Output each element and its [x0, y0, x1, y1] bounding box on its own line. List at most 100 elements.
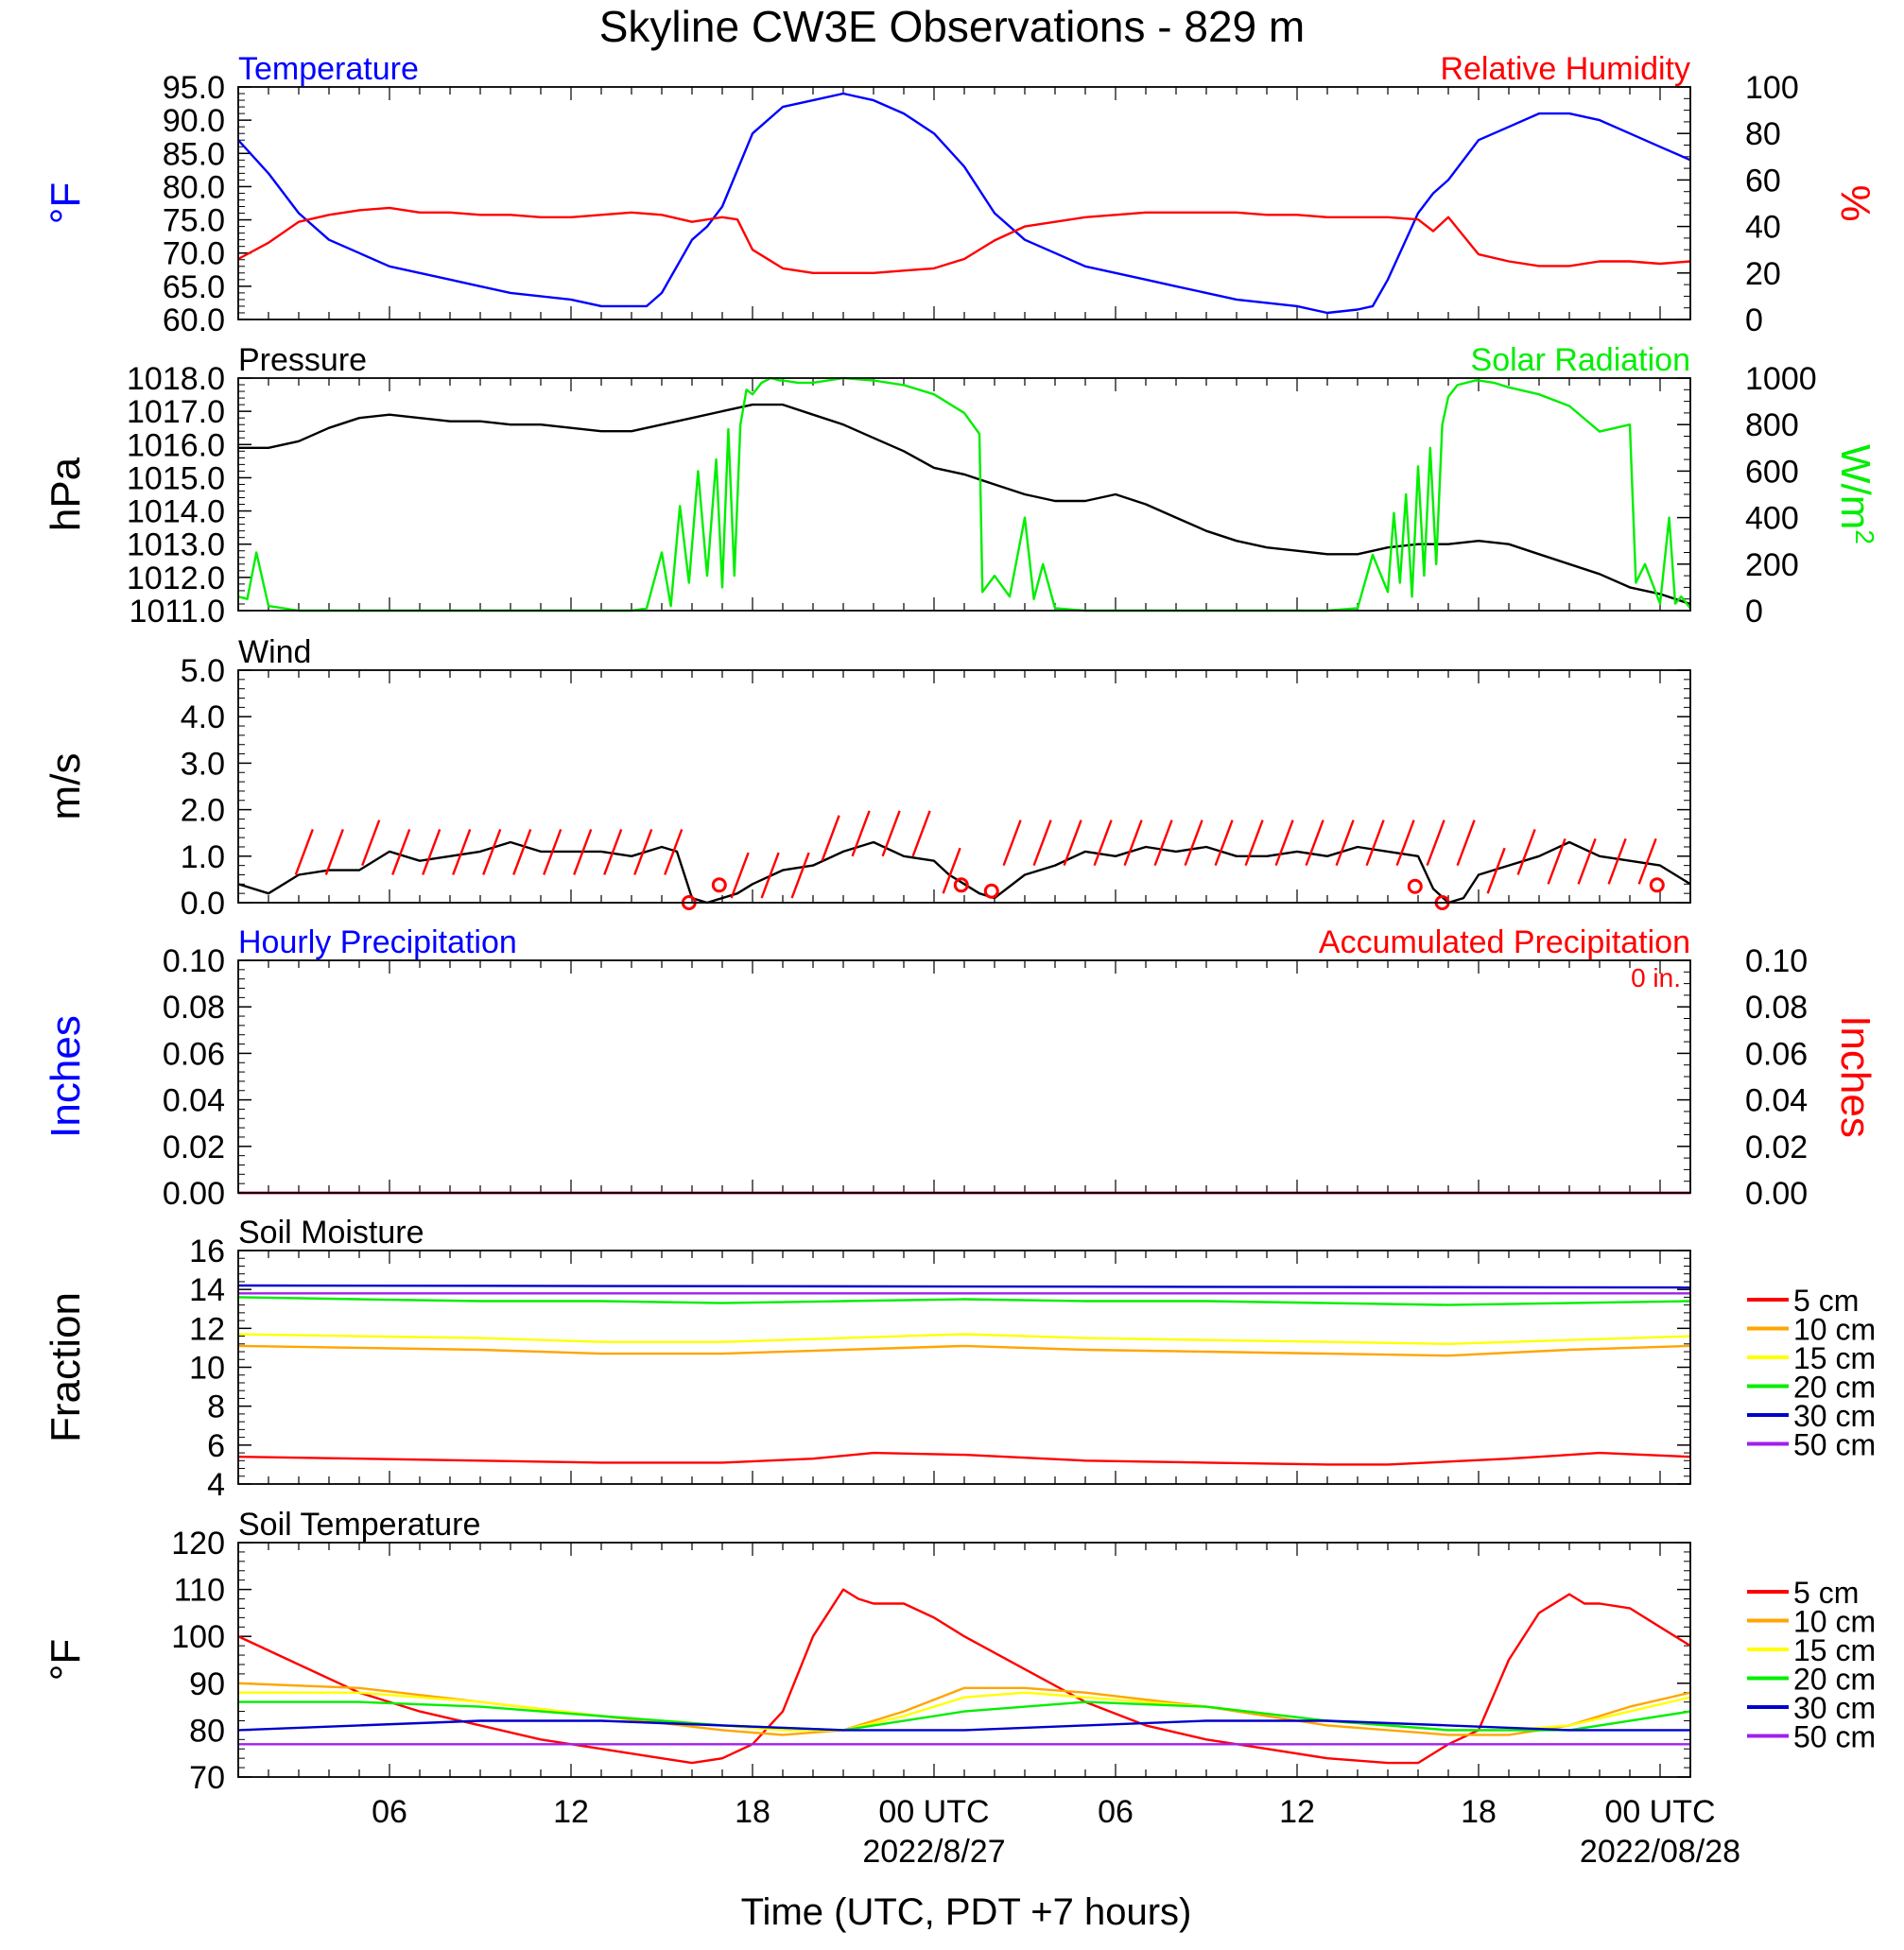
- wind-barb: [1093, 820, 1113, 867]
- y-tick-label-left: 0.02: [163, 1130, 225, 1165]
- y-tick-label-right: 40: [1745, 210, 1781, 246]
- y-tick-label-left: 5.0: [181, 653, 225, 689]
- y-tick-label-left: 4: [207, 1467, 225, 1503]
- panel-frame: [237, 1250, 1691, 1485]
- legend-label: 50 cm: [1793, 1720, 1876, 1754]
- wind-barb: [942, 847, 961, 894]
- y-tick-label-right: 0.04: [1745, 1083, 1808, 1119]
- panel-title-right: Solar Radiation: [1471, 342, 1690, 378]
- panel-frame: [237, 669, 1691, 904]
- y-axis-label-left: hPa: [43, 457, 89, 531]
- x-tick-label: 12: [553, 1794, 589, 1830]
- wind-barb: [1305, 820, 1324, 867]
- x-axis-label: Time (UTC, PDT +7 hours): [741, 1891, 1192, 1933]
- figure-title: Skyline CW3E Observations - 829 m: [599, 2, 1306, 51]
- y-tick-label-right: 20: [1745, 256, 1781, 292]
- y-tick-label-left: 70: [189, 1760, 225, 1796]
- y-tick-label-right: 0: [1745, 302, 1763, 338]
- y-tick-label-left: 4.0: [181, 699, 225, 735]
- series-line-wind: [237, 840, 1691, 905]
- series-line-30-cm: [237, 1719, 1690, 1732]
- legend-label: 20 cm: [1793, 1663, 1876, 1697]
- x-tick-marks: [237, 670, 1691, 903]
- wind-barb: [573, 829, 593, 875]
- y-tick-label-left: 0.0: [181, 886, 225, 922]
- y-tick-label-right: 0.06: [1745, 1036, 1808, 1072]
- y-tick-label-right: 60: [1745, 163, 1781, 198]
- wind-barb: [422, 829, 441, 875]
- x-tick-marks: [237, 960, 1691, 1193]
- y-tick-label-left: 100: [171, 1619, 225, 1655]
- y-tick-label-right: 400: [1745, 501, 1799, 537]
- series-line-15-cm: [237, 1333, 1691, 1346]
- wind-barb: [482, 829, 502, 875]
- legend-label: 15 cm: [1793, 1633, 1876, 1667]
- y-axis-label-right: %: [1832, 184, 1878, 221]
- pressure-solar-panel: 1011.01012.01013.01014.01015.01016.01017…: [43, 342, 1880, 630]
- temperature-humidity-panel: 60.065.070.075.080.085.090.095.0 0 20 40 60 8…: [43, 51, 1878, 338]
- wind-barb: [1426, 820, 1445, 867]
- x-tick-label: 00 UTC: [1604, 1794, 1715, 1830]
- series-line-relative-humidity: [237, 206, 1691, 274]
- y-tick-label-left: 110: [174, 1573, 225, 1609]
- y-tick-label-left: 1017.0: [127, 394, 225, 430]
- x-tick-marks: [237, 1543, 1691, 1777]
- y-tick-label-left: 90: [189, 1666, 225, 1702]
- y-axis-label-left: Fraction: [43, 1292, 89, 1442]
- wind-barb: [512, 829, 532, 875]
- y-tick-label-left: 1012.0: [127, 561, 225, 596]
- y-tick-label-right: 800: [1745, 407, 1799, 443]
- y-tick-label-left: 1018.0: [127, 361, 225, 397]
- wind-barb: [1063, 820, 1082, 867]
- legend-label: 5 cm: [1793, 1576, 1859, 1610]
- series-line-10-cm: [237, 1344, 1691, 1357]
- wind-barb: [1123, 820, 1143, 867]
- y-tick-label-right: 0: [1745, 594, 1763, 630]
- panel-frame: [237, 86, 1691, 320]
- y-tick-label-left: 1014.0: [127, 494, 225, 530]
- wind-barb: [790, 852, 810, 899]
- wind-barb: [361, 820, 381, 867]
- wind-barb: [1002, 820, 1022, 867]
- panel-frame: [237, 377, 1691, 612]
- y-tick-label-right: 200: [1745, 547, 1799, 583]
- y-tick-label-left: 0.06: [163, 1036, 225, 1072]
- legend-label: 30 cm: [1793, 1691, 1876, 1725]
- y-tick-label-right: 100: [1745, 70, 1799, 106]
- y-tick-label-left: 85.0: [163, 136, 225, 172]
- y-tick-label-right: 0.02: [1745, 1130, 1808, 1165]
- calm-wind-marker: [983, 883, 999, 899]
- y-tick-label-left: 0.10: [163, 943, 225, 979]
- y-tick-label-right: 600: [1745, 454, 1799, 490]
- wind-barb: [452, 829, 472, 875]
- wind-barb: [730, 852, 750, 899]
- y-tick-label-left: 65.0: [163, 269, 225, 305]
- x-tick-date-label: 2022/8/27: [862, 1834, 1005, 1870]
- series-line-30-cm: [237, 1284, 1691, 1289]
- precipitation-panel: 0.00 0.02 0.04 0.06 0.08 0.10 0.00 0.02 0.04 0.06…: [43, 924, 1878, 1212]
- wind-barb: [543, 829, 563, 875]
- x-tick-marks: [237, 87, 1691, 319]
- wind-barb: [1365, 820, 1385, 867]
- y-tick-label-left: 12: [189, 1311, 225, 1347]
- y-tick-label-left: 0.08: [163, 990, 225, 1026]
- panel-frame: [237, 1542, 1691, 1778]
- panel-title-left: Soil Moisture: [238, 1215, 424, 1251]
- y-tick-label-right: 0.08: [1745, 990, 1808, 1026]
- wind-barb: [1032, 820, 1052, 867]
- legend-label: 10 cm: [1793, 1313, 1876, 1347]
- y-tick-label-left: 1015.0: [127, 460, 225, 496]
- y-axis-label-right: W/m2: [1832, 444, 1880, 544]
- x-tick-label: 12: [1279, 1794, 1315, 1830]
- calm-wind-marker: [953, 877, 969, 893]
- y-tick-label-left: 3.0: [181, 746, 225, 782]
- wind-barb: [911, 810, 931, 857]
- y-axis-label-right-superscript: 2: [1851, 529, 1880, 544]
- panel-title-left: Temperature: [238, 51, 419, 87]
- panel-title-right: Relative Humidity: [1440, 51, 1690, 87]
- wind-barb: [881, 810, 901, 857]
- series-line-20-cm: [238, 1700, 1691, 1732]
